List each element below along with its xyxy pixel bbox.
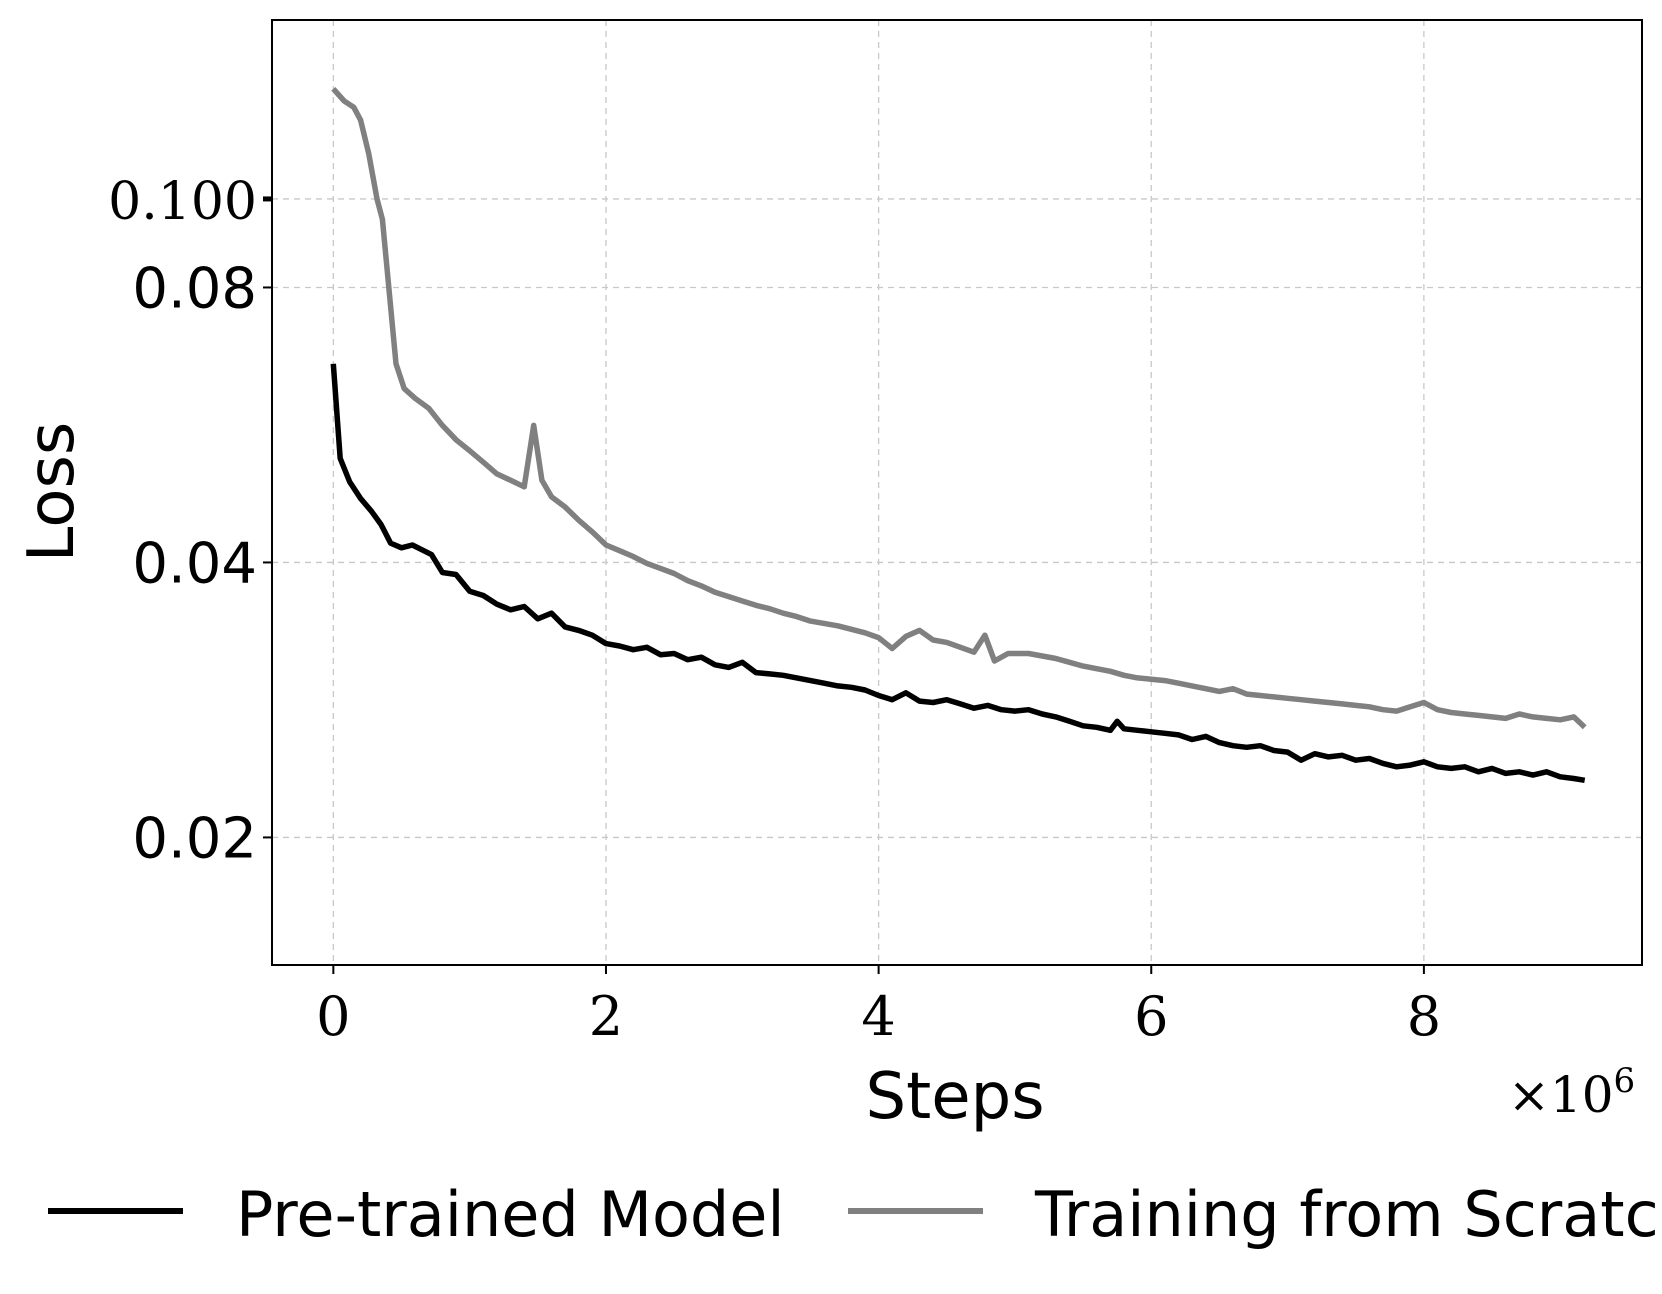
y-tick-label: 0.04	[132, 531, 257, 596]
legend: Pre-trained Model Training from Scratch	[48, 1178, 1662, 1251]
x-offset-exponent: 6	[1614, 1061, 1636, 1101]
series-line-scratch	[331, 86, 1587, 730]
x-axis-label: Steps	[865, 1060, 1044, 1134]
x-tick-label: 0	[316, 985, 350, 1048]
x-offset-label: ×106	[1508, 1061, 1635, 1124]
x-offset-base: ×10	[1508, 1066, 1614, 1124]
plot-frame	[271, 19, 1643, 966]
axis-ticks: 0 2 4 6 8 0.100 0.08 0.04 0.02	[108, 172, 1441, 1048]
y-tick-label: 0.08	[132, 256, 257, 321]
x-tick-label: 6	[1134, 985, 1168, 1048]
y-tick-label: 0.100	[108, 172, 257, 232]
y-axis-label: Loss	[15, 422, 89, 562]
series-line-pretrained	[330, 363, 1586, 784]
legend-label-pretrained: Pre-trained Model	[236, 1178, 785, 1251]
x-tick-label: 8	[1407, 985, 1441, 1048]
legend-label-scratch: Training from Scratch	[1034, 1178, 1662, 1251]
x-tick-label: 2	[589, 985, 623, 1048]
series-layer	[330, 86, 1587, 784]
grid	[272, 20, 1642, 965]
x-tick-label: 4	[861, 985, 895, 1048]
y-tick-label: 0.02	[132, 806, 257, 871]
